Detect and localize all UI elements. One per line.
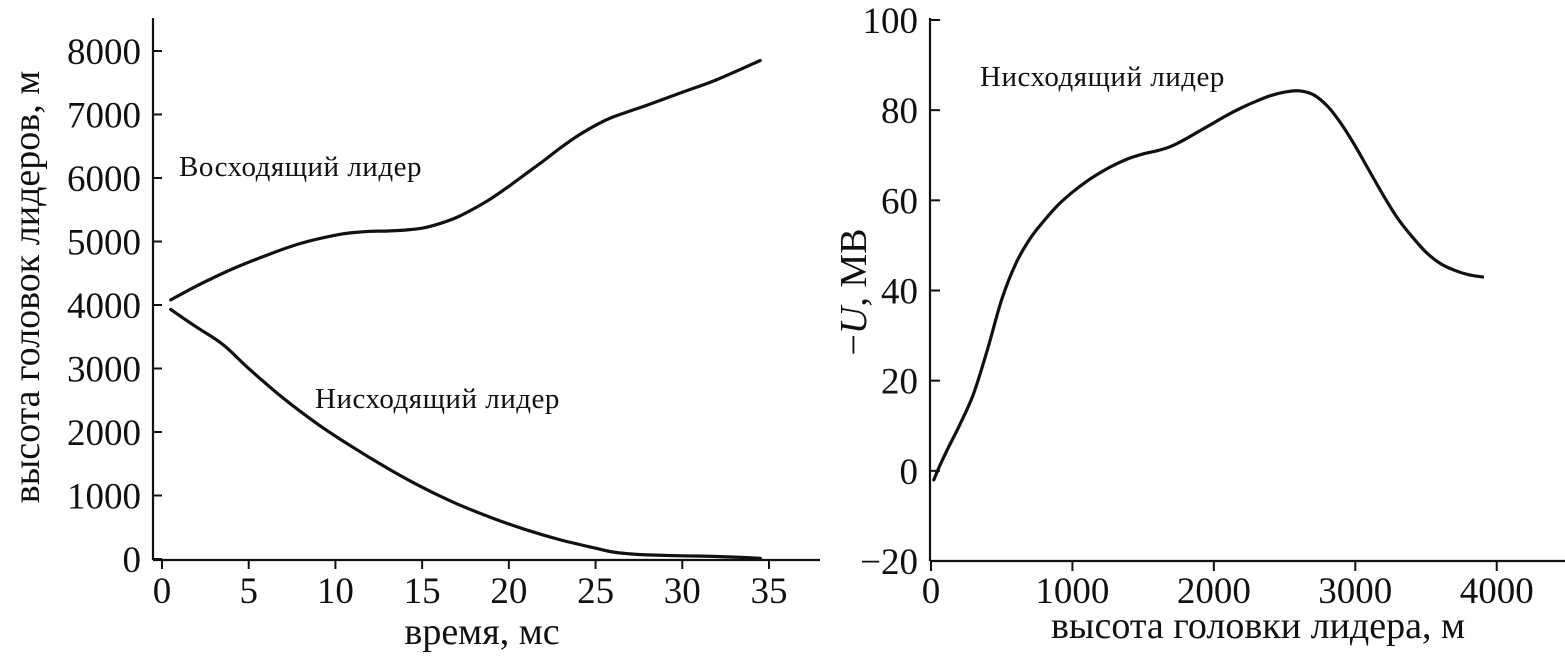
left-x-tick-label: 15 bbox=[404, 571, 441, 612]
right-y-tick-label: 0 bbox=[900, 452, 919, 493]
left-series-line-2 bbox=[169, 307, 762, 560]
right-x-ticks: 0 1000 2000 3000 4000 bbox=[922, 561, 1534, 612]
right-x-tick-label: 2000 bbox=[1177, 571, 1251, 612]
left-y-tick-label: 7000 bbox=[67, 96, 141, 137]
left-y-tick-label: 2000 bbox=[67, 413, 141, 454]
left-x-tick-label: 10 bbox=[317, 571, 354, 612]
left-x-tick-label: 0 bbox=[153, 571, 172, 612]
left-series-line-1 bbox=[169, 58, 762, 302]
left-x-ticks: 0 5 10 15 20 25 30 35 bbox=[153, 560, 788, 612]
right-series-line-1 bbox=[932, 89, 1485, 482]
right-y-tick-label: −20 bbox=[860, 542, 918, 583]
right-y-tick-label: 80 bbox=[881, 91, 918, 132]
right-y-axis-title-variable: U bbox=[833, 304, 875, 334]
left-y-tick-label: 0 bbox=[123, 540, 142, 581]
left-x-tick-label: 5 bbox=[239, 571, 258, 612]
right-y-tick-label: 40 bbox=[881, 272, 918, 313]
right-x-tick-label: 3000 bbox=[1318, 571, 1392, 612]
left-x-tick-label: 30 bbox=[664, 571, 701, 612]
left-x-tick-label: 25 bbox=[577, 571, 614, 612]
left-y-tick-label: 3000 bbox=[67, 350, 141, 391]
right-x-tick-label: 1000 bbox=[1035, 571, 1109, 612]
right-y-axis-title-unit: , МВ bbox=[833, 228, 875, 306]
right-y-axis-title-prefix: − bbox=[833, 334, 875, 355]
left-x-tick-label: 35 bbox=[751, 571, 788, 612]
left-y-tick-label: 1000 bbox=[67, 477, 141, 518]
left-y-axis-title: высота головок лидеров, м bbox=[6, 71, 48, 504]
left-annotation-descending: Нисходящий лидер bbox=[315, 383, 560, 415]
right-y-ticks: −20 0 20 40 60 80 100 bbox=[860, 1, 940, 583]
left-y-tick-label: 4000 bbox=[67, 286, 141, 327]
left-y-ticks: 0 1000 2000 3000 4000 5000 6000 7000 8000 bbox=[67, 32, 162, 581]
right-y-tick-label: 60 bbox=[881, 181, 918, 222]
left-chart: 0 5 10 15 20 25 30 35 0 1000 2000 3000 4000 5000 6000… bbox=[6, 18, 820, 653]
right-y-tick-label: 100 bbox=[863, 1, 919, 42]
right-y-tick-label: 20 bbox=[881, 362, 918, 403]
right-series bbox=[932, 89, 1485, 482]
left-x-tick-label: 20 bbox=[490, 571, 527, 612]
right-annotation-descending: Нисходящий лидер bbox=[980, 61, 1225, 93]
right-x-tick-label: 4000 bbox=[1460, 571, 1534, 612]
left-y-tick-label: 5000 bbox=[67, 223, 141, 264]
left-annotation-ascending: Восходящий лидер bbox=[179, 151, 422, 183]
right-x-tick-label: 0 bbox=[922, 571, 941, 612]
right-y-axis-title: −U, МВ bbox=[833, 228, 875, 355]
left-x-axis-title: время, мс bbox=[404, 611, 559, 653]
left-y-tick-label: 6000 bbox=[67, 159, 141, 200]
right-x-axis-title: высота головки лидера, м bbox=[1051, 605, 1465, 647]
left-y-tick-label: 8000 bbox=[67, 32, 141, 73]
left-series bbox=[169, 58, 762, 560]
